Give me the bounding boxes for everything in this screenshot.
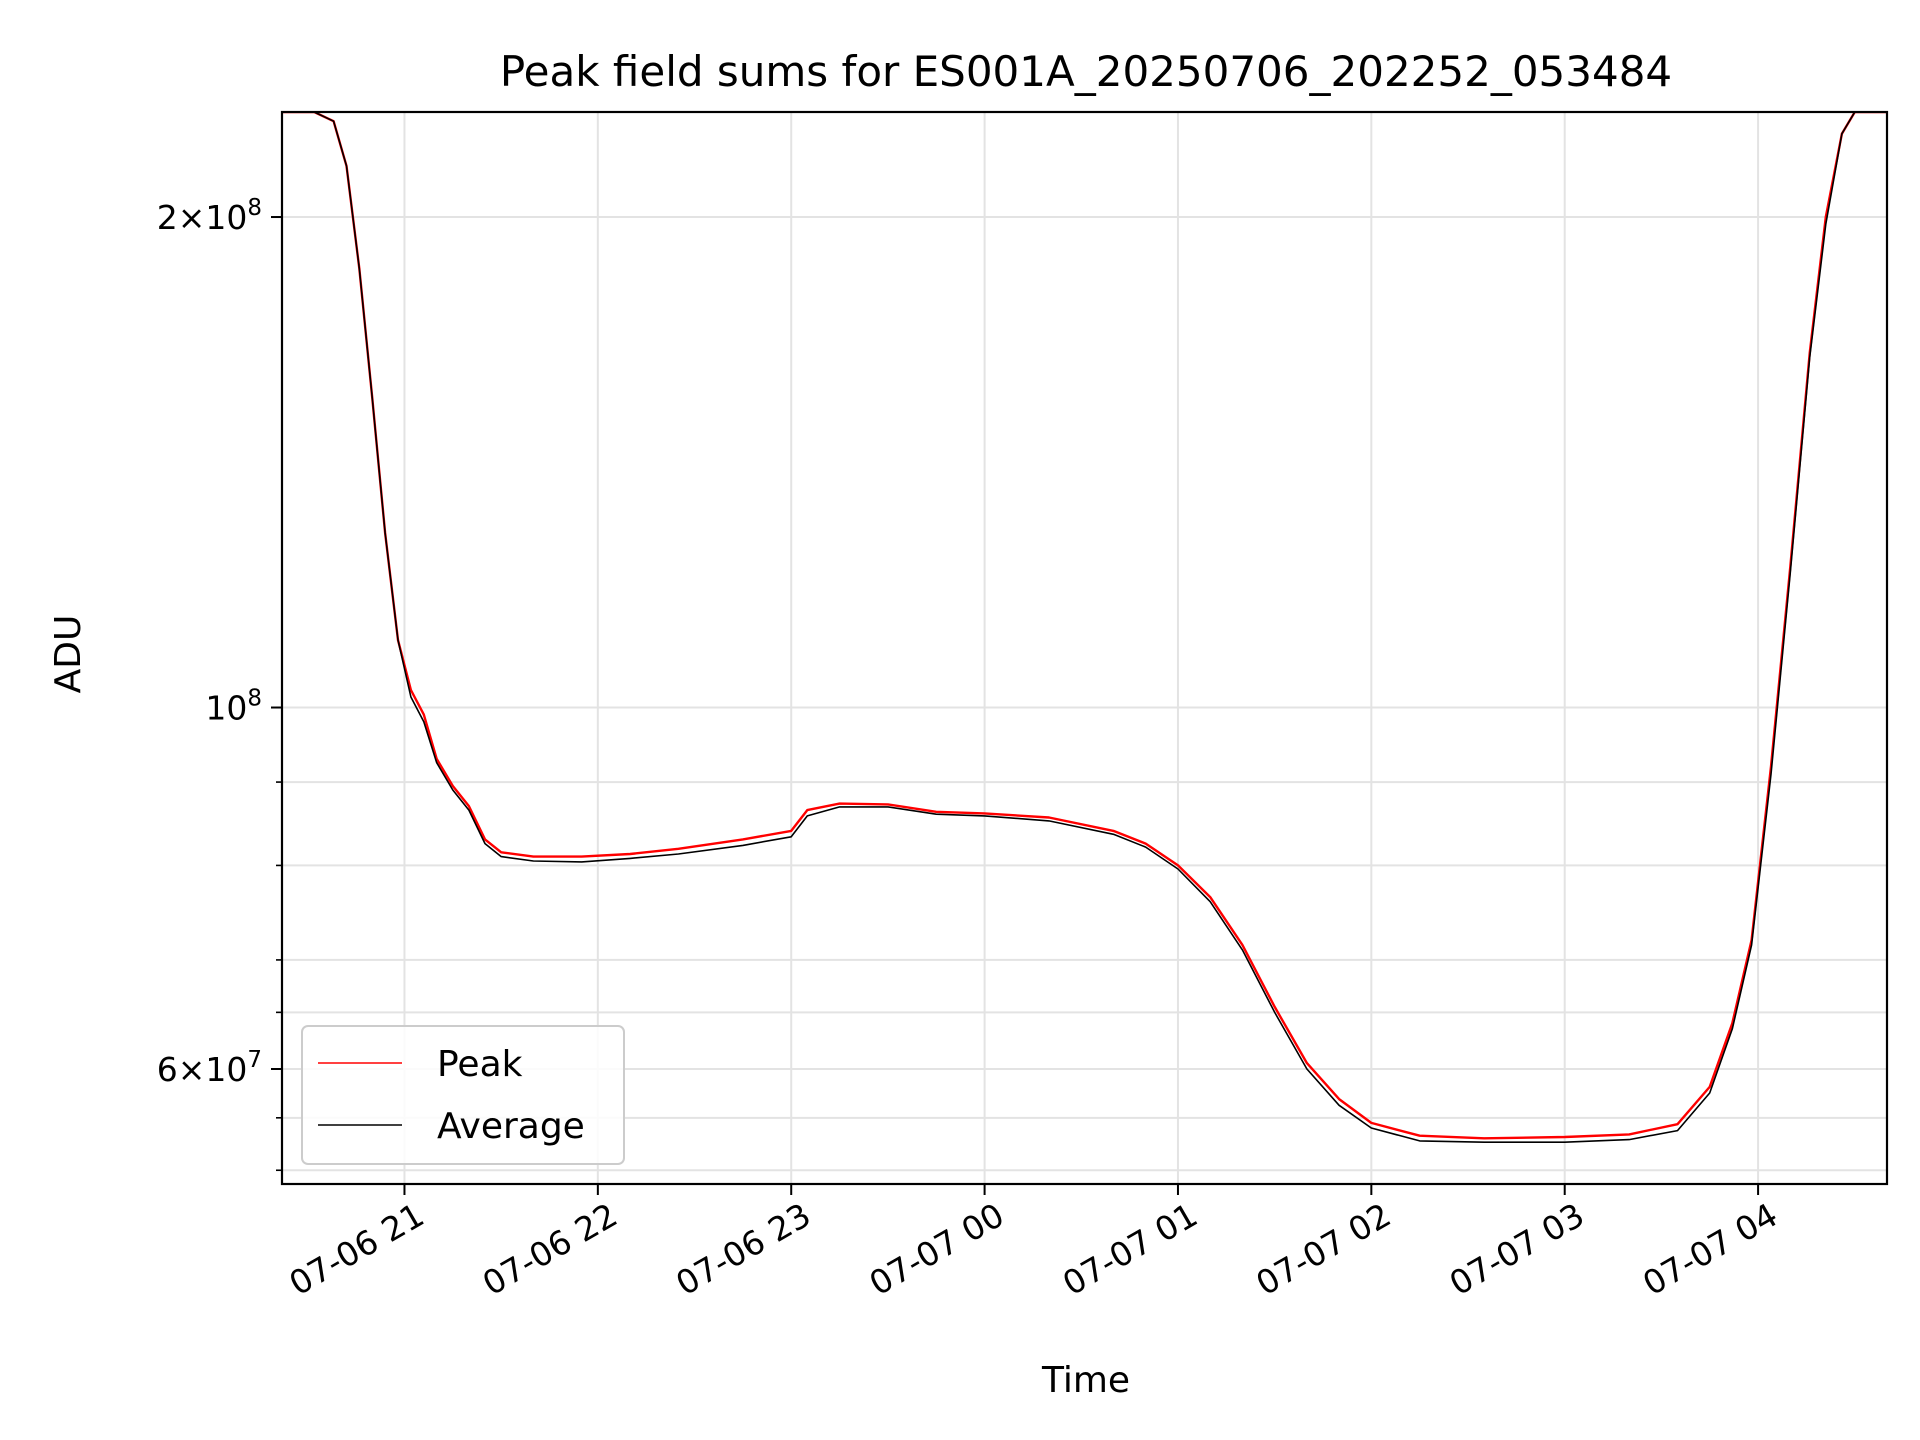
series-line-average (282, 112, 1887, 1143)
y-axis: 6×107 108 2×108 (157, 195, 282, 1172)
x-tick-label: 07-07 00 (863, 1195, 1011, 1303)
x-tick-label: 07-06 23 (669, 1195, 817, 1303)
x-axis: 07-06 21 07-06 22 07-06 23 07-07 00 07-07 01… (282, 1184, 1784, 1303)
x-tick-label: 07-07 03 (1443, 1195, 1591, 1303)
x-axis-title: Time (1041, 1360, 1130, 1401)
x-tick-label: 07-07 01 (1056, 1195, 1204, 1303)
y-tick-label: 6×107 (157, 1047, 262, 1089)
x-tick-label: 07-06 21 (282, 1195, 430, 1303)
grid (282, 112, 1887, 1184)
series-line-peak (282, 112, 1887, 1140)
x-tick-label: 07-07 02 (1249, 1195, 1397, 1303)
legend-label-peak: Peak (437, 1044, 523, 1085)
x-tick-label: 07-07 04 (1636, 1195, 1784, 1303)
x-tick-label: 07-06 22 (476, 1195, 624, 1303)
legend: Peak Average (301, 1025, 625, 1165)
y-tick-label: 108 (205, 686, 262, 728)
legend-label-average: Average (437, 1106, 585, 1147)
legend-box (301, 1025, 625, 1165)
chart-title: Peak field sums for ES001A_20250706_2022… (500, 47, 1672, 96)
series-layer (282, 112, 1887, 1143)
y-tick-label: 2×108 (157, 195, 262, 237)
plot-area-frame (280, 110, 1889, 1186)
y-axis-title: ADU (48, 615, 89, 694)
